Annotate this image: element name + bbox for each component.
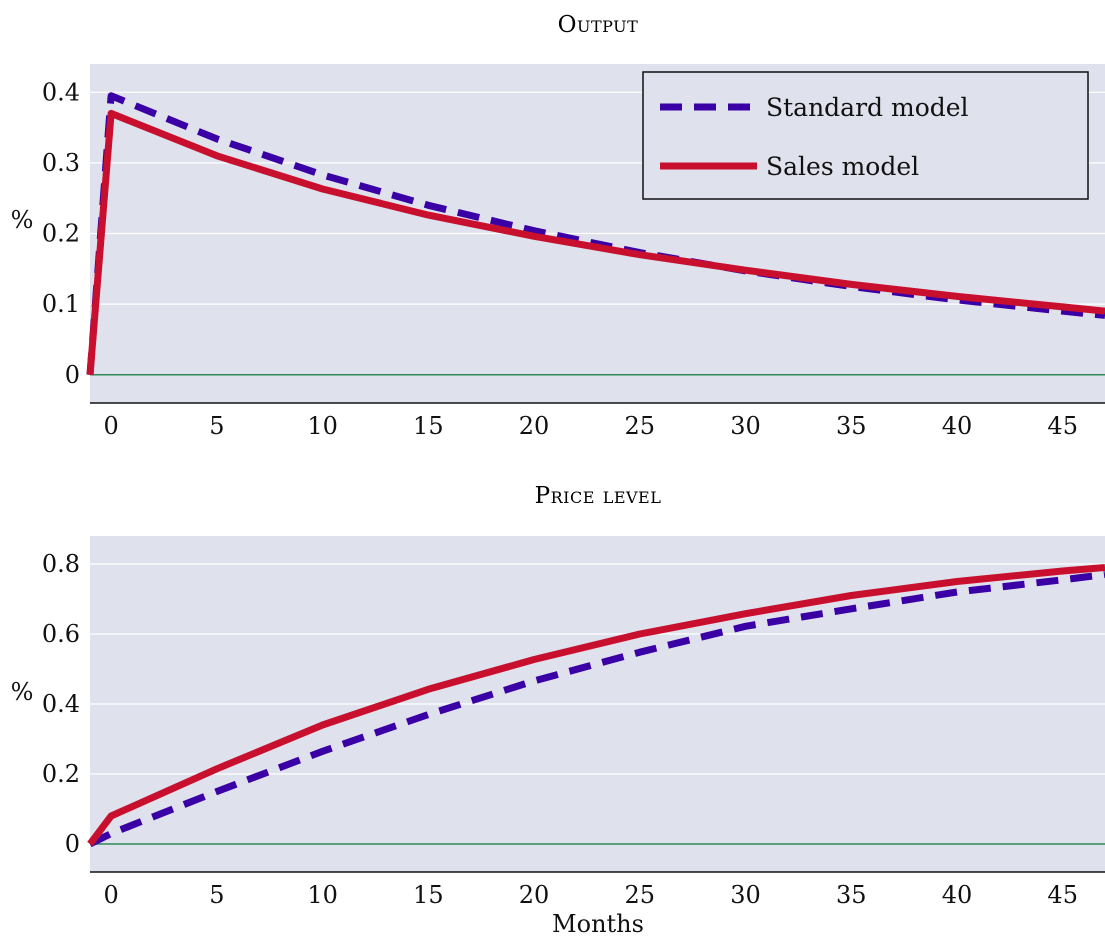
x-tick-label: 45 [1047,412,1078,440]
x-tick-label: 5 [209,412,224,440]
output-chart-title: Output [558,12,639,38]
output-chart: Output 0 5 10 15 20 25 30 35 40 45 00.10.20.30.4 … [11,12,1105,440]
price-level-y-axis-label: % [11,678,34,706]
y-tick-label: 0 [65,830,80,858]
x-tick-label: 5 [209,881,224,909]
x-tick-label: 30 [730,412,761,440]
x-tick-label: 20 [519,881,550,909]
price-level-chart: Price level 0 5 10 15 20 25 30 35 40 45 0 0.2 0.4 0.… [11,483,1105,938]
sales-model-line [87,564,1105,847]
y-tick-label: 0.6 [42,620,80,648]
y-tick-label: 0.2 [42,760,80,788]
price-level-x-axis-label: Months [552,910,644,938]
y-tick-label: 0 [65,361,80,389]
x-tick-label: 35 [836,881,867,909]
y-tick-label: 0.4 [42,78,80,106]
x-tick-label: 15 [413,412,444,440]
sales-model-line [86,109,1105,376]
x-tick-label: 25 [625,412,656,440]
legend-label-sales: Sales model [766,152,919,181]
price-level-x-ticks: 0 5 10 15 20 25 30 35 40 45 [104,881,1078,909]
x-tick-label: 0 [104,881,119,909]
x-tick-label: 10 [307,412,338,440]
x-tick-label: 0 [104,412,119,440]
y-tick-label: 0.3 [42,149,80,177]
legend-box [642,71,1089,200]
legend-label-standard: Standard model [766,93,969,122]
y-tick-label: 0.1 [42,290,80,318]
price-level-chart-title: Price level [535,483,662,509]
x-tick-label: 25 [625,881,656,909]
standard-model-line [88,571,1105,848]
x-tick-label: 20 [519,412,550,440]
x-tick-label: 40 [942,412,973,440]
price-level-series [87,564,1105,848]
x-tick-label: 40 [942,881,973,909]
output-legend: Standard model Sales model [642,71,1089,200]
x-tick-label: 35 [836,412,867,440]
output-y-axis-label: % [11,206,34,234]
standard-model-line [86,92,1105,376]
x-tick-label: 45 [1047,881,1078,909]
y-tick-label: 0.2 [42,220,80,248]
output-x-ticks: 0 5 10 15 20 25 30 35 40 45 [104,412,1078,440]
x-tick-label: 10 [307,881,338,909]
y-tick-label: 0.8 [42,550,80,578]
output-series [86,92,1105,376]
y-tick-label: 0.4 [42,690,80,718]
x-tick-label: 30 [730,881,761,909]
x-tick-label: 15 [413,881,444,909]
output-y-ticks: 0 0.1 0.2 0.3 0.4 [42,78,80,389]
price-level-y-ticks: 0 0.2 0.4 0.6 0.8 [42,550,80,858]
